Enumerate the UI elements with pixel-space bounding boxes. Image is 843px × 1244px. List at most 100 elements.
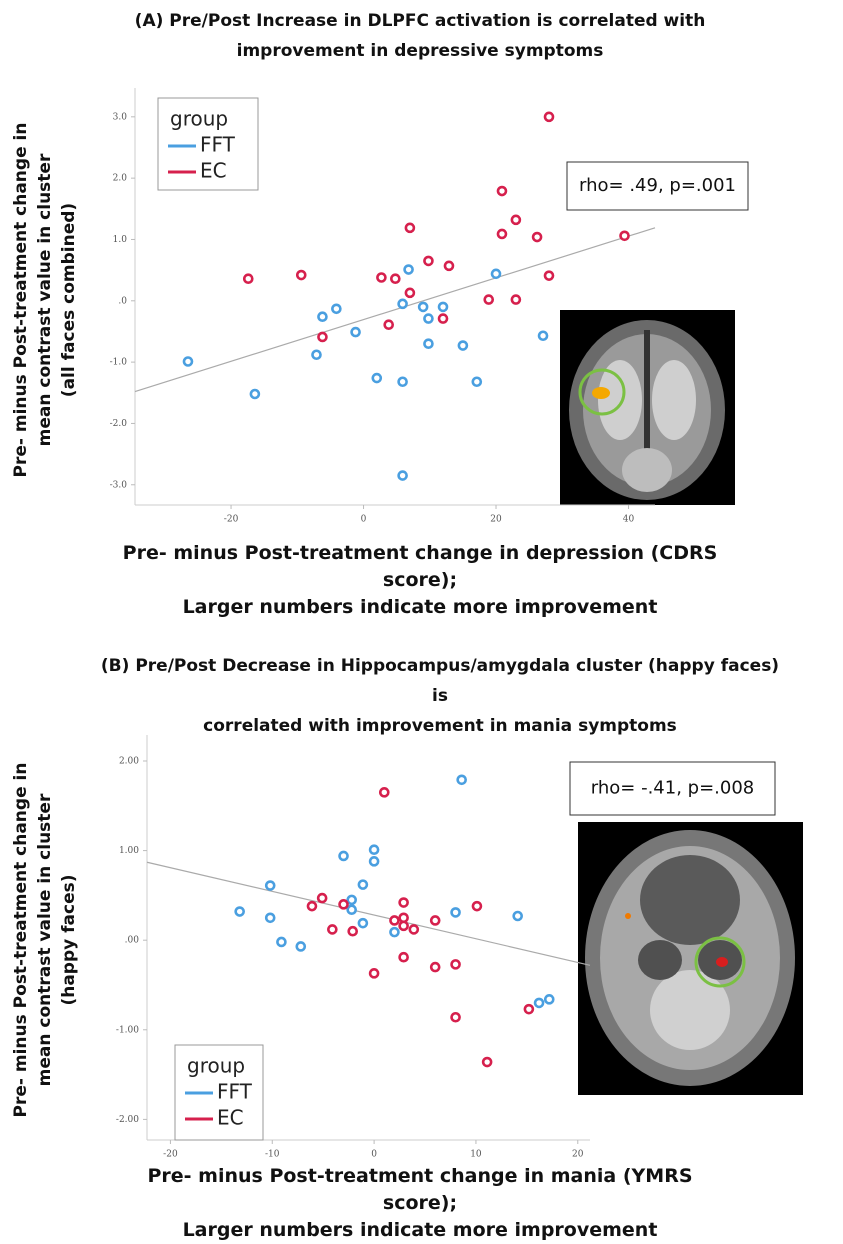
x-tick-label: -20 [224, 515, 239, 525]
point [545, 272, 553, 280]
point [431, 916, 439, 924]
point [277, 938, 285, 946]
point [318, 894, 326, 902]
x-tick-label: 10 [470, 1150, 482, 1160]
y-tick-label: 3.0 [113, 112, 128, 122]
point [410, 925, 418, 933]
point [512, 296, 520, 304]
point [405, 266, 413, 274]
point [525, 1005, 533, 1013]
point [308, 902, 316, 910]
point [313, 351, 321, 359]
point [419, 303, 427, 311]
y-tick-label: -3.0 [110, 480, 128, 490]
point [535, 999, 543, 1007]
point [545, 995, 553, 1003]
point [380, 788, 388, 796]
point [373, 374, 381, 382]
point [399, 472, 407, 480]
y-tick-label: 1.0 [113, 235, 128, 245]
point [424, 315, 432, 323]
point [359, 919, 367, 927]
point [473, 902, 481, 910]
y-tick-label: 2.00 [119, 756, 139, 766]
point [251, 390, 259, 398]
y-tick-label: 2.0 [113, 174, 128, 184]
point [406, 224, 414, 232]
point [390, 928, 398, 936]
brain-image-b [578, 822, 803, 1095]
point [445, 262, 453, 270]
point [459, 342, 467, 350]
point [400, 899, 408, 907]
point [359, 881, 367, 889]
brain-image-a [560, 310, 735, 505]
point [439, 315, 447, 323]
point [236, 908, 244, 916]
legend-label: FFT [217, 1080, 253, 1104]
point [514, 912, 522, 920]
point [377, 273, 385, 281]
point [399, 378, 407, 386]
point [400, 953, 408, 961]
point [498, 230, 506, 238]
point [297, 271, 305, 279]
x-tick-label: -10 [265, 1150, 280, 1160]
y-tick-label: -1.0 [110, 358, 128, 368]
y-tick-label: -2.00 [116, 1115, 139, 1125]
x-tick-label: 0 [371, 1150, 377, 1160]
point [244, 275, 252, 283]
point [452, 1013, 460, 1021]
y-tick-label: 1.00 [119, 846, 139, 856]
point [545, 113, 553, 121]
point [439, 303, 447, 311]
point [349, 927, 357, 935]
point [458, 776, 466, 784]
point [452, 960, 460, 968]
point [424, 340, 432, 348]
legend-title: group [170, 107, 228, 131]
x-axis-label: Pre- minus Post-treatment change in mani… [110, 1163, 730, 1244]
point [297, 942, 305, 950]
x-tick-label: 40 [623, 515, 635, 525]
point [498, 187, 506, 195]
y-tick-label: -2.0 [110, 419, 128, 429]
y-tick-label: .0 [118, 296, 127, 306]
point [318, 333, 326, 341]
point [370, 969, 378, 977]
x-tick-label: 20 [572, 1150, 584, 1160]
point [318, 313, 326, 321]
point [340, 900, 348, 908]
point [492, 270, 500, 278]
point [385, 321, 393, 329]
point [424, 257, 432, 265]
legend-title: group [187, 1054, 245, 1078]
chart-title: (B) Pre/Post Decrease in Hippocampus/amy… [90, 651, 790, 741]
y-tick-label: .00 [125, 936, 140, 946]
point [340, 852, 348, 860]
point [184, 358, 192, 366]
chart-title: (A) Pre/Post Increase in DLPFC activatio… [110, 6, 730, 66]
point [348, 896, 356, 904]
point [539, 332, 547, 340]
point [473, 378, 481, 386]
y-tick-label: -1.00 [116, 1025, 139, 1035]
y-axis-label: Pre- minus Post-treatment change in mean… [9, 80, 81, 520]
point [328, 925, 336, 933]
point [266, 882, 274, 890]
point [485, 296, 493, 304]
fit-line [147, 862, 590, 965]
point [348, 906, 356, 914]
point [266, 914, 274, 922]
point [370, 857, 378, 865]
x-tick-label: -20 [163, 1150, 178, 1160]
point [390, 916, 398, 924]
point [370, 846, 378, 854]
point [621, 232, 629, 240]
annotation: rho= -.41, p=.008 [591, 778, 754, 799]
point [332, 305, 340, 313]
page: {"chart_data": [ {"type": "scatter", "ti… [0, 0, 843, 1226]
point [483, 1058, 491, 1066]
x-tick-label: 20 [490, 515, 502, 525]
point [533, 233, 541, 241]
